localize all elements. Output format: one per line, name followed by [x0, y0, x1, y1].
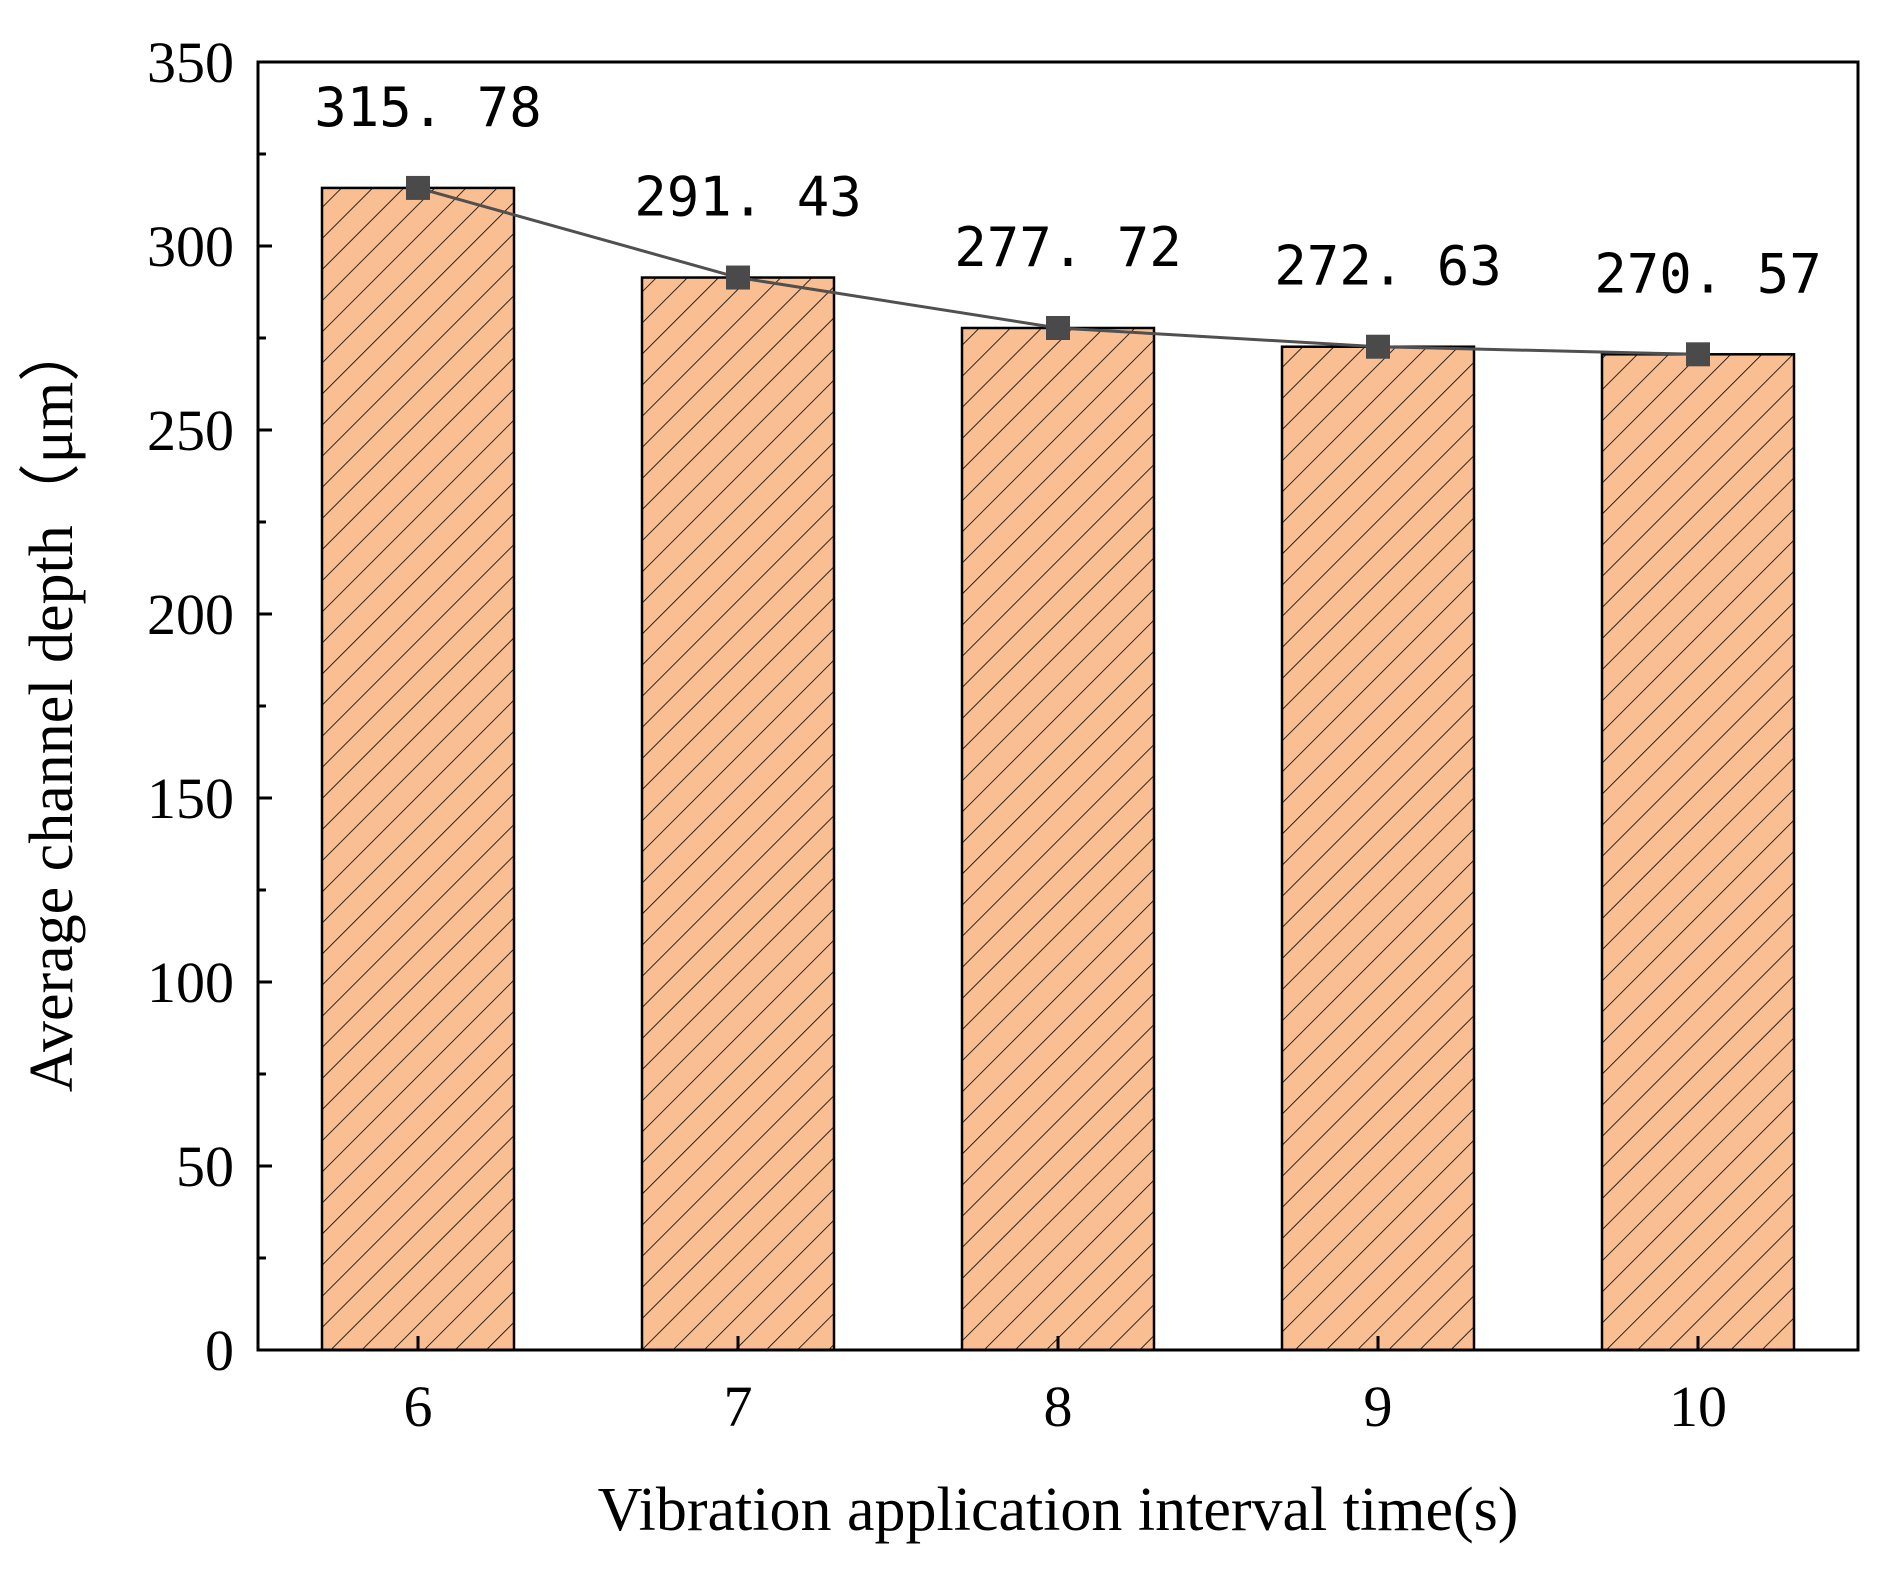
y-tick-label-100: 100	[147, 950, 234, 1015]
marker-6	[406, 175, 430, 200]
marker-10	[1686, 342, 1710, 367]
y-tick-label-50: 50	[176, 1134, 234, 1199]
y-tick-label-350: 350	[147, 30, 234, 95]
plot-area: 315. 78 291. 43 277. 72 272. 63 270. 57 0 50 10…	[147, 30, 1860, 1439]
x-tick-label-7: 7	[724, 1374, 753, 1439]
bar-hatch-9	[1280, 345, 1476, 1352]
x-tick-label-10: 10	[1669, 1374, 1727, 1439]
data-label-8: 277. 72	[954, 216, 1182, 279]
y-tick-label-300: 300	[147, 214, 234, 279]
bar-hatch-8	[960, 326, 1156, 1352]
marker-7	[726, 265, 750, 290]
bar-hatch-7	[640, 276, 836, 1352]
data-label-10: 270. 57	[1594, 242, 1822, 305]
y-tick-label-150: 150	[147, 766, 234, 831]
y-tick-label-250: 250	[147, 398, 234, 463]
y-axis-title: Average channel depth（μm）	[18, 320, 86, 1092]
marker-9	[1366, 334, 1390, 359]
bar-hatch-6	[320, 186, 516, 1352]
marker-8	[1046, 315, 1070, 340]
x-tick-label-9: 9	[1364, 1374, 1393, 1439]
data-label-6: 315. 78	[314, 76, 542, 139]
data-label-7: 291. 43	[634, 166, 862, 229]
y-tick-label-0: 0	[205, 1318, 234, 1383]
x-tick-label-6: 6	[404, 1374, 433, 1439]
x-axis-title: Vibration application interval time(s)	[598, 1476, 1519, 1544]
data-label-9: 272. 63	[1274, 235, 1502, 298]
x-tick-label-8: 8	[1044, 1374, 1073, 1439]
bar-hatch-10	[1600, 353, 1796, 1352]
y-tick-label-200: 200	[147, 582, 234, 647]
